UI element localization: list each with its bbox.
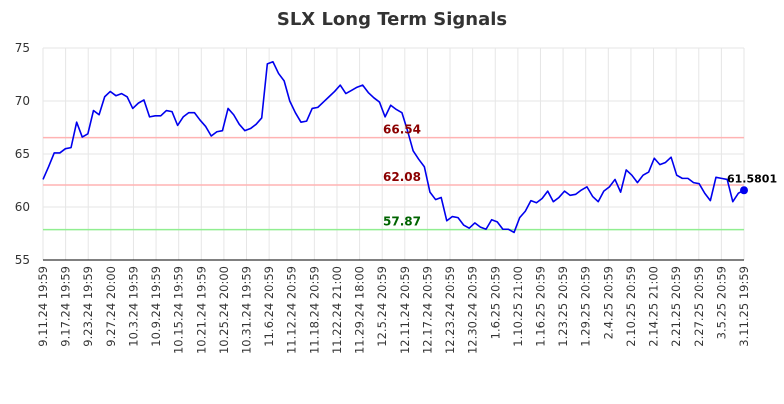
x-tick-label: 12.17.24 20:59 — [420, 266, 434, 354]
level-label: 57.87 — [383, 215, 421, 229]
x-tick-label: 11.22.24 21:00 — [330, 266, 344, 354]
grid — [42, 47, 745, 261]
x-tick-label: 10.9.24 19:59 — [149, 266, 163, 347]
y-tick-label: 60 — [15, 200, 30, 214]
x-tick-label: 1.23.25 20:59 — [556, 266, 570, 347]
x-tick-label: 10.31.24 19:59 — [240, 266, 254, 354]
level-label: 66.54 — [383, 123, 421, 137]
x-tick-label: 1.29.25 20:59 — [579, 266, 593, 347]
x-tick-label: 12.23.24 20:59 — [443, 266, 457, 354]
last-price-marker — [740, 186, 748, 195]
x-tick-label: 9.11.24 19:59 — [36, 266, 50, 347]
labels: 66.54 62.08 57.87 61.5801 — [383, 123, 777, 229]
x-tick-label: 2.10.25 20:59 — [624, 266, 638, 347]
x-tick-label: 3.5.25 20:59 — [714, 266, 728, 339]
x-tick-label: 1.16.25 20:59 — [533, 266, 547, 347]
axes: 55 60 65 70 75 9.11.24 19:59 9.17.24 19:59 9.23… — [15, 41, 751, 354]
x-tick-label: 11.12.24 20:59 — [285, 266, 299, 354]
x-tick-label: 10.15.24 19:59 — [172, 266, 186, 354]
series-layer — [42, 60, 748, 234]
y-tick-label: 55 — [15, 253, 30, 267]
x-tick-label: 9.23.24 19:59 — [81, 266, 95, 347]
x-tick-label: 11.29.24 18:00 — [353, 266, 367, 354]
signal-levels — [43, 136, 744, 231]
x-tick-label: 1.10.25 21:00 — [511, 266, 525, 347]
x-tick-label: 10.25.24 20:00 — [217, 266, 231, 354]
x-tick-label: 11.6.24 20:59 — [262, 266, 276, 347]
x-tick-label: 12.11.24 20:59 — [398, 266, 412, 354]
y-tick-label: 75 — [15, 41, 30, 55]
y-tick-label: 70 — [15, 94, 30, 108]
x-tick-label: 9.17.24 19:59 — [59, 266, 73, 347]
x-tick-label: 11.18.24 20:59 — [307, 266, 321, 354]
x-tick-label: 2.27.25 20:59 — [692, 266, 706, 347]
x-tick-label: 12.30.24 20:59 — [466, 266, 480, 354]
x-tick-label: 9.27.24 20:00 — [104, 266, 118, 347]
last-price-label: 61.5801 — [727, 172, 777, 185]
chart-title: SLX Long Term Signals — [277, 9, 507, 30]
level-label: 62.08 — [383, 170, 421, 184]
x-tick-label: 2.21.25 20:59 — [669, 266, 683, 347]
x-tick-label: 12.5.24 20:59 — [375, 266, 389, 347]
x-tick-label: 3.11.25 19:59 — [737, 266, 751, 347]
x-tick-label: 2.4.25 20:59 — [601, 266, 615, 339]
x-tick-label: 10.21.24 19:59 — [194, 266, 208, 354]
x-tick-label: 10.3.24 19:59 — [126, 266, 140, 347]
price-series-line — [42, 60, 745, 234]
x-tick-label: 1.6.25 20:59 — [488, 266, 502, 339]
x-tick-label: 2.14.25 21:00 — [647, 266, 661, 347]
y-tick-label: 65 — [15, 147, 30, 161]
